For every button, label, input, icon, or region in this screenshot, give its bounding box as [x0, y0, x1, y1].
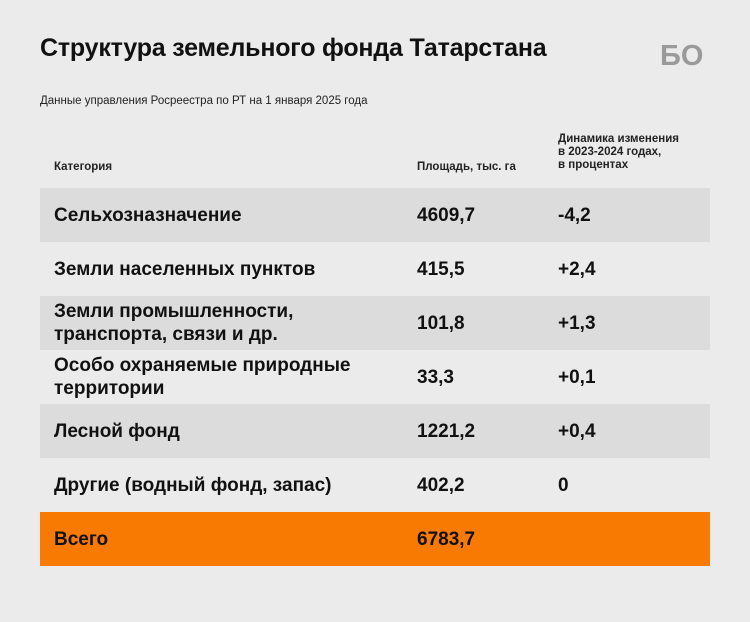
- category-cell: Сельхозназначение: [54, 204, 242, 226]
- total-change: [558, 512, 698, 566]
- table-row: Сельхозназначение 4609,7 -4,2: [40, 188, 710, 242]
- change-cell: 0: [558, 474, 569, 496]
- change-cell: +2,4: [558, 258, 596, 280]
- column-header-change: Динамика изменения в 2023-2024 годах, в …: [558, 133, 679, 171]
- category-cell: Лесной фонд: [54, 420, 180, 442]
- category-cell: Особо охраняемые природные территории: [54, 355, 351, 399]
- chart-subtitle: Данные управления Росреестра по РТ на 1 …: [40, 95, 368, 107]
- total-row: Всего 6783,7: [40, 512, 710, 566]
- change-cell: -4,2: [558, 204, 591, 226]
- table-row: Лесной фонд 1221,2 +0,4: [40, 404, 710, 458]
- table-row: Особо охраняемые природные территории 33…: [40, 350, 710, 404]
- category-cell: Другие (водный фонд, запас): [54, 474, 332, 496]
- table-row: Другие (водный фонд, запас) 402,2 0: [40, 458, 710, 512]
- category-cell: Земли промышленности, транспорта, связи …: [54, 301, 294, 345]
- area-cell: 415,5: [417, 258, 465, 280]
- data-table: Сельхозназначение 4609,7 -4,2 Земли насе…: [40, 188, 710, 566]
- table-row: Земли населенных пунктов 415,5 +2,4: [40, 242, 710, 296]
- total-area: 6783,7: [417, 528, 476, 550]
- column-header-category: Категория: [54, 161, 113, 173]
- area-cell: 4609,7: [417, 204, 476, 226]
- bo-logo-icon: БО: [660, 40, 703, 69]
- logo-text: БО: [660, 40, 703, 69]
- change-cell: +1,3: [558, 312, 596, 334]
- column-header-area: Площадь, тыс. га: [417, 161, 516, 173]
- area-cell: 1221,2: [417, 420, 476, 442]
- category-cell: Земли населенных пунктов: [54, 258, 316, 280]
- change-cell: +0,1: [558, 366, 596, 388]
- area-cell: 101,8: [417, 312, 465, 334]
- area-cell: 402,2: [417, 474, 465, 496]
- chart-title: Структура земельного фонда Татарстана: [40, 34, 547, 62]
- total-label: Всего: [54, 528, 109, 550]
- area-cell: 33,3: [417, 366, 454, 388]
- change-cell: +0,4: [558, 420, 596, 442]
- table-row: Земли промышленности, транспорта, связи …: [40, 296, 710, 350]
